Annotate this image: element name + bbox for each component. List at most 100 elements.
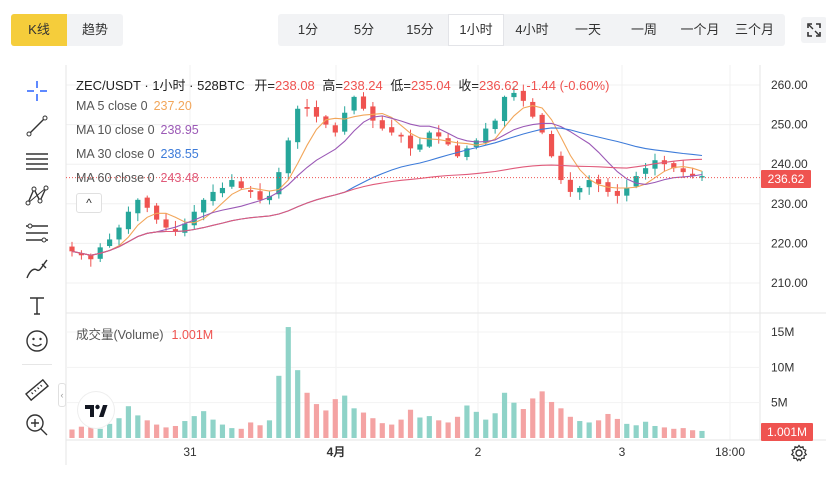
ma10-value: 238.95 — [160, 123, 199, 137]
volume-bar — [125, 406, 132, 438]
candle-body — [172, 229, 179, 232]
candle-body — [398, 134, 404, 137]
volume-bar — [624, 423, 630, 438]
text-tool[interactable] — [22, 290, 52, 320]
volume-value: 1.001M — [171, 328, 214, 342]
interval-1m[interactable]: 1分 — [297, 22, 319, 37]
fullscreen-icon — [807, 23, 821, 37]
candle-body — [116, 227, 122, 240]
tab-kline[interactable]: K线 — [11, 14, 67, 46]
volume-tick-label: 5M — [771, 396, 788, 410]
volume-bar — [558, 408, 564, 438]
brush-icon — [26, 259, 48, 279]
crosshair-tool[interactable] — [22, 76, 52, 106]
ma10-legend: MA 10 close 0 238.95 — [76, 123, 199, 137]
volume-bar — [671, 428, 677, 438]
candle-body — [501, 96, 508, 122]
legend-collapse-button[interactable]: ^ — [76, 193, 102, 213]
interval-1h[interactable]: 1小时 — [448, 14, 504, 46]
brush-tool[interactable] — [22, 254, 52, 284]
volume-bar — [652, 425, 658, 438]
volume-bar — [595, 420, 602, 438]
candle-body — [257, 191, 263, 200]
volume-bar — [407, 409, 414, 438]
volume-bar — [586, 422, 592, 438]
volume-bar — [567, 416, 573, 438]
trend-line-tool[interactable] — [22, 111, 52, 141]
zoom-in-tool[interactable] — [22, 410, 52, 440]
volume-bar — [116, 418, 122, 438]
volume-bar — [154, 424, 160, 438]
volume-bar — [473, 411, 479, 438]
interval-1w[interactable]: 一周 — [630, 22, 657, 37]
candle-body — [78, 253, 84, 256]
candle-body — [389, 127, 395, 133]
price-tick-label: 220.00 — [771, 236, 808, 250]
volume-bar — [530, 398, 536, 438]
ruler-tool[interactable] — [22, 375, 52, 405]
tradingview-logo[interactable] — [78, 392, 114, 428]
pattern-tool[interactable] — [22, 181, 52, 211]
candle-body — [586, 180, 592, 188]
candle-body — [407, 135, 414, 149]
emoji-tool[interactable] — [22, 326, 52, 356]
candle-body — [285, 140, 291, 174]
low-value: 235.04 — [410, 78, 451, 93]
ma-line-60 — [71, 158, 703, 256]
volume-bar — [144, 420, 150, 438]
volume-bar — [191, 416, 197, 438]
interval-15m[interactable]: 15分 — [406, 22, 434, 37]
text-icon — [30, 297, 44, 315]
volume-bar — [276, 375, 282, 438]
volume-bar — [69, 429, 75, 438]
interval-3mo[interactable]: 三个月 — [734, 22, 774, 37]
zoom-in-icon — [26, 414, 48, 436]
volume-bar — [351, 408, 357, 438]
volume-bar — [360, 412, 367, 438]
candle-body — [624, 187, 630, 196]
interval-5m[interactable]: 5分 — [353, 22, 375, 37]
candle-body — [125, 211, 132, 230]
volume-bar — [417, 417, 423, 438]
fib-icon — [26, 223, 48, 243]
volume-bar — [520, 409, 526, 438]
volume-bar — [633, 425, 639, 438]
volume-bar — [295, 370, 301, 438]
candle-body — [295, 108, 301, 143]
candle-body — [370, 106, 376, 121]
volume-bar — [182, 421, 188, 438]
candle-body — [558, 155, 564, 181]
horizontal-lines-tool[interactable] — [22, 146, 52, 176]
volume-bar — [248, 422, 254, 438]
tradingview-logo-icon — [85, 404, 108, 417]
volume-bar — [285, 327, 291, 438]
ma-line-10 — [71, 115, 703, 256]
time-tick-label: 31 — [183, 445, 197, 459]
tab-trend[interactable]: 趋势 — [81, 22, 108, 37]
volume-bar — [135, 415, 141, 438]
chart-settings-button[interactable] — [790, 444, 808, 462]
interval-1d[interactable]: 一天 — [574, 22, 601, 37]
price-tick-label: 250.00 — [771, 118, 808, 132]
interval-4h[interactable]: 4小时 — [515, 22, 549, 37]
volume-bar — [107, 423, 113, 438]
volume-bar — [436, 420, 442, 438]
candle-body — [210, 191, 216, 202]
volume-bar — [539, 391, 545, 438]
candle-body — [182, 223, 188, 233]
volume-tick-label: 10M — [771, 360, 794, 374]
ma5-legend: MA 5 close 0 237.20 — [76, 99, 192, 113]
interval-1mo[interactable]: 一个月 — [680, 22, 720, 37]
candle-body — [454, 145, 461, 157]
close-label: 收= — [458, 78, 479, 93]
candle-body — [144, 197, 150, 208]
horizontal-lines-icon — [26, 153, 48, 170]
candle-body — [88, 255, 94, 260]
price-tick-label: 230.00 — [771, 197, 808, 211]
fullscreen-button[interactable] — [801, 17, 826, 43]
volume-bar — [464, 405, 470, 438]
fib-tool[interactable] — [22, 218, 52, 248]
candle-body — [276, 172, 282, 195]
